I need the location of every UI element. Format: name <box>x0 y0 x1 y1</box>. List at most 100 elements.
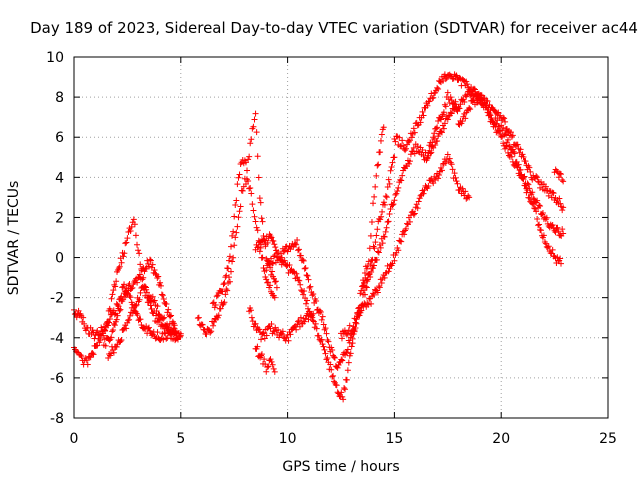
series-sat-f <box>209 110 280 311</box>
data-point <box>348 343 355 350</box>
data-point <box>338 356 345 363</box>
data-point <box>255 243 262 250</box>
data-point <box>373 172 380 179</box>
y-tick-label: 0 <box>55 251 64 267</box>
data-point <box>296 323 303 330</box>
data-point <box>307 313 314 320</box>
data-point <box>242 159 249 166</box>
data-point <box>108 350 115 357</box>
data-point <box>220 281 227 288</box>
data-point <box>258 351 265 358</box>
y-tick-label: -6 <box>50 371 64 387</box>
data-point <box>127 294 134 301</box>
data-point <box>107 307 114 314</box>
y-tick-label: 10 <box>46 50 64 66</box>
data-point <box>260 236 267 243</box>
data-point <box>536 221 543 228</box>
data-point <box>558 260 565 267</box>
data-point <box>313 298 320 305</box>
data-point <box>556 170 563 177</box>
data-point <box>385 218 392 225</box>
data-point <box>452 174 459 181</box>
data-point <box>428 149 435 156</box>
data-point <box>524 180 531 187</box>
data-point <box>121 294 128 301</box>
data-point <box>346 322 353 329</box>
data-point <box>317 337 324 344</box>
data-point <box>308 312 315 319</box>
data-point <box>435 85 442 92</box>
data-point <box>165 306 172 313</box>
data-point <box>305 276 312 283</box>
data-point <box>304 272 311 279</box>
data-point <box>452 73 459 80</box>
data-point <box>237 203 244 210</box>
data-point <box>381 274 388 281</box>
data-point <box>319 341 326 348</box>
data-point <box>377 216 384 223</box>
data-point <box>146 256 153 263</box>
data-point <box>302 264 309 271</box>
data-point <box>263 267 270 274</box>
data-point <box>349 326 356 333</box>
data-point <box>560 204 567 211</box>
data-point <box>540 232 547 239</box>
data-point <box>534 215 541 222</box>
data-point <box>231 213 238 220</box>
data-point <box>517 166 524 173</box>
data-point <box>374 289 381 296</box>
data-point <box>543 214 550 221</box>
data-point <box>126 316 133 323</box>
data-point <box>315 332 322 339</box>
data-point <box>403 225 410 232</box>
y-tick-label: -8 <box>50 411 64 427</box>
data-point <box>137 275 144 282</box>
data-point <box>207 329 214 336</box>
data-point <box>549 189 556 196</box>
data-point <box>84 361 91 368</box>
data-point <box>270 365 277 372</box>
data-point <box>553 168 560 175</box>
data-point <box>318 316 325 323</box>
data-point <box>487 112 494 119</box>
data-point <box>301 287 308 294</box>
data-point <box>340 396 347 403</box>
data-point <box>447 109 454 116</box>
data-point <box>229 232 236 239</box>
data-point <box>535 222 542 229</box>
data-point <box>374 162 381 169</box>
data-point <box>195 314 202 321</box>
data-point <box>460 96 467 103</box>
data-point <box>304 297 311 304</box>
data-point <box>389 159 396 166</box>
data-point <box>549 246 556 253</box>
data-point <box>364 262 371 269</box>
data-point <box>292 240 299 247</box>
data-point <box>405 160 412 167</box>
data-point <box>263 368 270 375</box>
data-point <box>552 229 559 236</box>
data-point <box>108 334 115 341</box>
data-point <box>442 103 449 110</box>
data-point <box>415 148 422 155</box>
data-point <box>115 265 122 272</box>
data-point <box>430 180 437 187</box>
data-point <box>544 244 551 251</box>
data-point <box>271 253 278 260</box>
data-point <box>385 176 392 183</box>
data-point <box>560 230 567 237</box>
data-point <box>301 318 308 325</box>
data-point <box>320 343 327 350</box>
data-point <box>365 301 372 308</box>
data-point <box>268 234 275 241</box>
series-sat-e <box>194 175 278 338</box>
data-point <box>420 112 427 119</box>
data-point <box>348 328 355 335</box>
data-point <box>424 102 431 109</box>
data-point <box>416 195 423 202</box>
data-point <box>235 214 242 221</box>
data-point <box>108 295 115 302</box>
data-point <box>500 114 507 121</box>
data-point <box>530 195 537 202</box>
data-point <box>456 186 463 193</box>
